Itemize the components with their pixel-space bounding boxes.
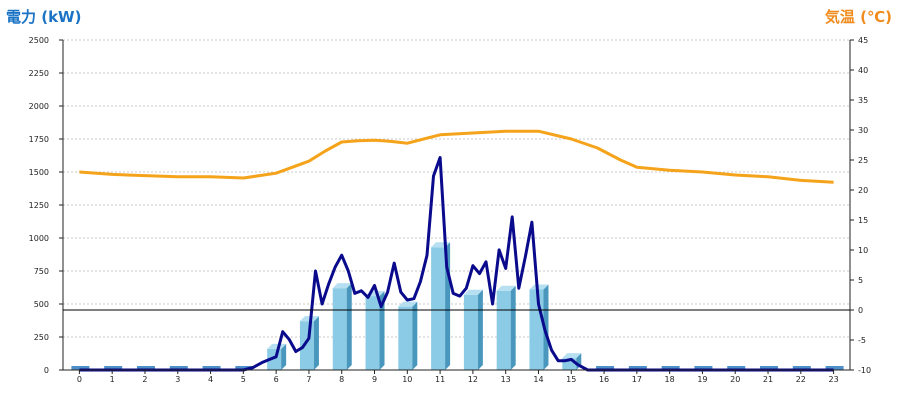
- x-tick-label: 2: [142, 375, 147, 384]
- bar-top: [463, 289, 483, 295]
- x-tick-label: 18: [665, 375, 675, 384]
- left-tick-label: 250: [34, 333, 49, 342]
- x-tick-label: 22: [796, 375, 806, 384]
- x-tick-label: 3: [175, 375, 180, 384]
- bar: [760, 366, 779, 370]
- bar: [202, 366, 221, 370]
- bar-top: [332, 283, 352, 289]
- x-tick-label: 13: [501, 375, 511, 384]
- bar-top: [398, 301, 418, 307]
- grid-layer: [63, 39, 850, 338]
- x-tick-label: 8: [339, 375, 344, 384]
- bar: [562, 358, 577, 370]
- x-tick-label: 12: [468, 375, 478, 384]
- bar-layer: [71, 242, 844, 370]
- bar-side: [510, 285, 516, 370]
- left-axis-unit: 電力 (kW): [6, 8, 82, 26]
- right-tick-label: 20: [858, 186, 868, 195]
- bar-top: [529, 284, 549, 290]
- x-tick-label: 1: [110, 375, 115, 384]
- power-line: [79, 156, 834, 372]
- left-tick-label: 500: [34, 300, 49, 309]
- bar: [825, 366, 844, 370]
- x-tick-label: 5: [241, 375, 246, 384]
- bar: [596, 366, 615, 370]
- x-tick-label: 17: [632, 375, 642, 384]
- x-tick-label: 0: [77, 375, 82, 384]
- right-axis-unit: 気温 (℃): [824, 8, 892, 26]
- x-tick-label: 10: [402, 375, 412, 384]
- bar: [398, 306, 413, 370]
- bar: [628, 366, 647, 370]
- bar-side: [379, 291, 385, 370]
- bar: [431, 247, 446, 370]
- axis-layer: 02505007501000125015001750200022502500-1…: [29, 36, 871, 384]
- bar: [496, 290, 511, 370]
- x-tick-label: 9: [372, 375, 377, 384]
- left-tick-label: 750: [34, 267, 49, 276]
- right-tick-label: 30: [858, 126, 868, 135]
- right-tick-label: 45: [858, 36, 868, 45]
- bar: [529, 289, 544, 370]
- bar-side: [281, 343, 287, 370]
- bar: [169, 366, 188, 370]
- bar-top: [562, 353, 582, 359]
- bar-side: [346, 283, 352, 370]
- right-tick-label: 35: [858, 96, 868, 105]
- x-tick-label: 23: [829, 375, 839, 384]
- x-tick-label: 6: [274, 375, 279, 384]
- bar: [661, 366, 680, 370]
- left-tick-label: 1750: [29, 135, 49, 144]
- x-tick-label: 11: [435, 375, 445, 384]
- bar: [694, 366, 713, 370]
- x-tick-label: 20: [730, 375, 740, 384]
- x-tick-label: 7: [306, 375, 311, 384]
- x-tick-label: 21: [763, 375, 773, 384]
- bar: [104, 366, 123, 370]
- right-tick-label: -10: [858, 366, 871, 375]
- bar-side: [313, 316, 319, 370]
- right-tick-label: 25: [858, 156, 868, 165]
- x-tick-label: 4: [208, 375, 213, 384]
- right-tick-label: 40: [858, 66, 868, 75]
- right-tick-label: 10: [858, 246, 868, 255]
- left-tick-label: 2500: [29, 36, 49, 45]
- bar-side: [543, 284, 549, 370]
- bar: [792, 366, 811, 370]
- temperature-line: [79, 129, 834, 184]
- right-tick-label: 5: [858, 276, 863, 285]
- bar-side: [412, 301, 418, 370]
- left-tick-label: 1250: [29, 201, 49, 210]
- right-tick-label: 15: [858, 216, 868, 225]
- left-tick-label: 1000: [29, 234, 49, 243]
- bar: [727, 366, 746, 370]
- left-tick-label: 0: [44, 366, 49, 375]
- bar: [463, 294, 478, 370]
- x-tick-label: 16: [599, 375, 609, 384]
- bar-side: [477, 289, 483, 370]
- right-tick-label: -5: [858, 336, 866, 345]
- x-tick-label: 15: [566, 375, 576, 384]
- left-tick-label: 1500: [29, 168, 49, 177]
- right-tick-label: 0: [858, 306, 863, 315]
- bar-top: [496, 285, 516, 291]
- line-layer: [79, 129, 834, 372]
- bar-top: [267, 343, 287, 349]
- x-tick-label: 14: [533, 375, 543, 384]
- bar: [136, 366, 155, 370]
- bar: [71, 366, 90, 370]
- bar: [235, 366, 254, 370]
- left-tick-label: 2250: [29, 69, 49, 78]
- x-tick-label: 19: [697, 375, 707, 384]
- bar: [365, 296, 380, 370]
- bar: [332, 288, 347, 370]
- left-tick-label: 2000: [29, 102, 49, 111]
